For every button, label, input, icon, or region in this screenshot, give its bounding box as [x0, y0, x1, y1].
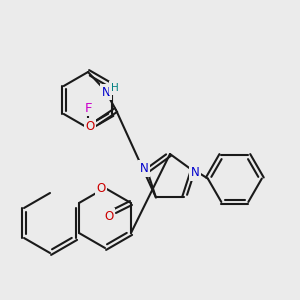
Text: N: N — [102, 85, 110, 98]
Text: N: N — [140, 162, 148, 175]
Text: F: F — [84, 101, 92, 115]
Text: O: O — [96, 182, 106, 194]
Text: H: H — [111, 83, 119, 93]
Text: O: O — [85, 119, 94, 133]
Text: O: O — [104, 209, 114, 223]
Text: N: N — [190, 166, 199, 179]
